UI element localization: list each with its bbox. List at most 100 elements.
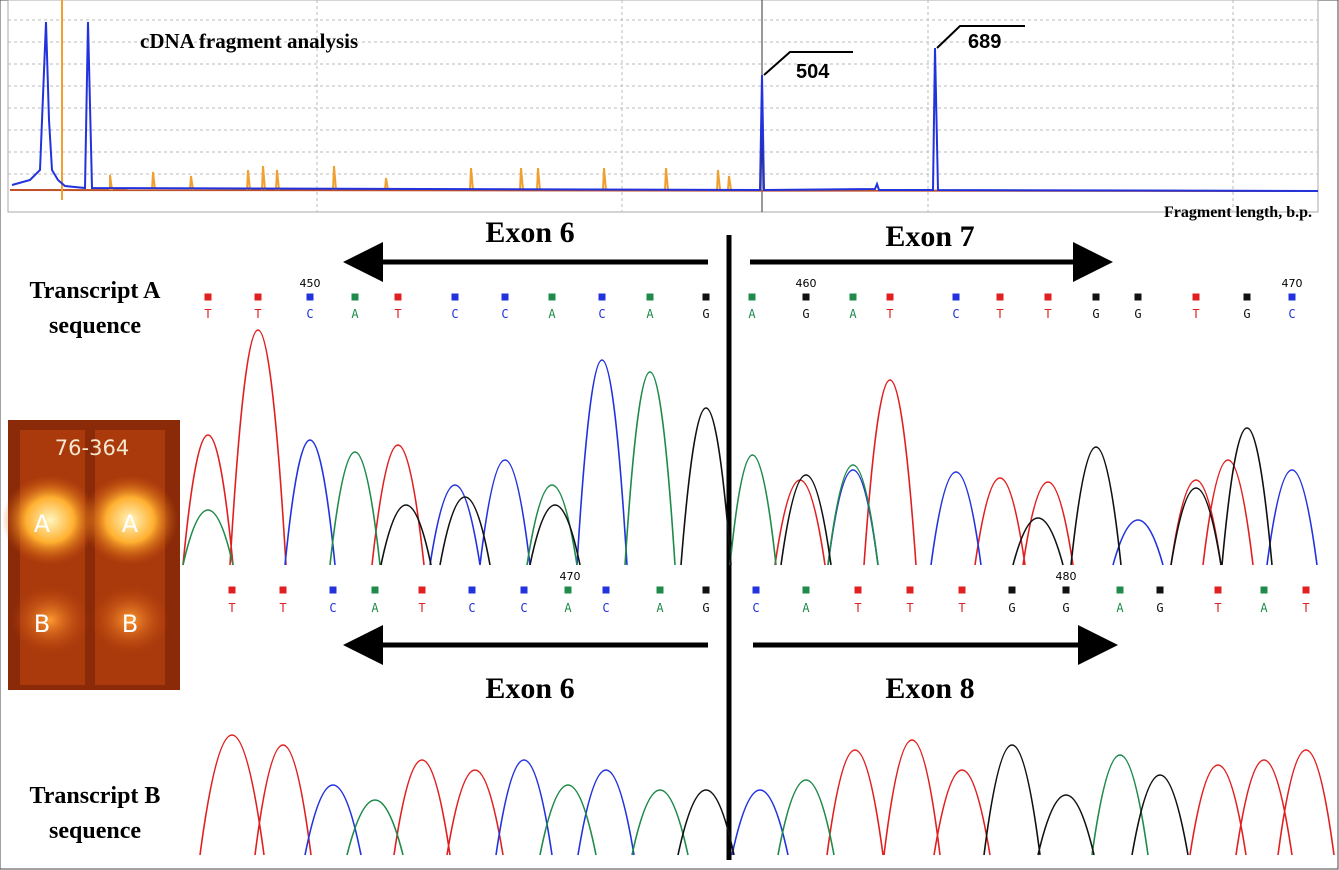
- base-marker: [372, 587, 378, 593]
- base-call: G: [802, 307, 809, 321]
- track-label: Transcript B: [30, 783, 161, 809]
- base-marker: [205, 294, 211, 300]
- base-call: T: [996, 307, 1003, 321]
- base-call: A: [548, 307, 556, 321]
- track-label: sequence: [49, 313, 141, 339]
- base-call: G: [1134, 307, 1141, 321]
- panel-title: cDNA fragment analysis: [140, 29, 358, 53]
- base-call: C: [1288, 307, 1295, 321]
- base-marker: [419, 587, 425, 593]
- base-marker: [647, 294, 653, 300]
- figure: cDNA fragment analysis 504 689 Fragment …: [0, 0, 1339, 870]
- base-marker: [850, 294, 856, 300]
- base-marker: [953, 294, 959, 300]
- base-marker: [803, 294, 809, 300]
- base-call: T: [228, 601, 235, 615]
- base-call: A: [564, 601, 572, 615]
- base-call: A: [351, 307, 359, 321]
- base-call: C: [451, 307, 458, 321]
- base-marker: [599, 294, 605, 300]
- base-call: C: [501, 307, 508, 321]
- base-marker: [1009, 587, 1015, 593]
- chromatogram-a: [183, 330, 1317, 565]
- base-marker: [1045, 294, 1051, 300]
- base-call: T: [854, 601, 861, 615]
- lane-label: A: [34, 510, 51, 538]
- base-marker: [352, 294, 358, 300]
- base-call: G: [1243, 307, 1250, 321]
- base-call: C: [306, 307, 313, 321]
- base-call: A: [748, 307, 756, 321]
- base-call: C: [602, 601, 609, 615]
- base-marker: [1135, 294, 1141, 300]
- gel-image: 76-364 A B A B: [2, 420, 180, 690]
- base-marker: [887, 294, 893, 300]
- base-call: T: [204, 307, 211, 321]
- base-call: C: [468, 601, 475, 615]
- position-label: 480: [1056, 570, 1077, 583]
- base-call: A: [849, 307, 857, 321]
- base-call: G: [1062, 601, 1069, 615]
- position-label: 470: [560, 570, 581, 583]
- base-marker: [753, 587, 759, 593]
- base-marker: [1093, 294, 1099, 300]
- base-marker: [280, 587, 286, 593]
- base-marker: [803, 587, 809, 593]
- position-label: 460: [796, 277, 817, 290]
- base-marker: [603, 587, 609, 593]
- gel-label: 76-364: [55, 436, 129, 460]
- base-call: T: [1192, 307, 1199, 321]
- base-call: T: [958, 601, 965, 615]
- position-label: 470: [1282, 277, 1303, 290]
- base-call: C: [520, 601, 527, 615]
- base-call: T: [1302, 601, 1309, 615]
- base-call: C: [598, 307, 605, 321]
- lane-label: B: [122, 610, 138, 638]
- chromatogram-b: [200, 735, 1334, 855]
- base-marker: [1261, 587, 1267, 593]
- axis-label: Fragment length, b.p.: [1164, 204, 1312, 221]
- lane-label: A: [122, 510, 139, 538]
- base-call: A: [802, 601, 810, 615]
- exon-label: Exon 8: [885, 672, 974, 705]
- base-marker: [855, 587, 861, 593]
- exon-label: Exon 6: [485, 216, 574, 249]
- base-marker: [452, 294, 458, 300]
- base-marker: [229, 587, 235, 593]
- base-marker: [549, 294, 555, 300]
- base-marker: [565, 587, 571, 593]
- base-calls: TTCATCCACAGAGATCTTGGTGCTTCATCCACAGCATTTG…: [204, 294, 1309, 615]
- base-marker: [749, 294, 755, 300]
- base-marker: [997, 294, 1003, 300]
- base-call: T: [418, 601, 425, 615]
- peak-label: 504: [796, 61, 830, 83]
- base-call: T: [279, 601, 286, 615]
- base-marker: [469, 587, 475, 593]
- base-marker: [521, 587, 527, 593]
- base-marker: [1193, 294, 1199, 300]
- base-call: C: [329, 601, 336, 615]
- peak-label: 689: [968, 31, 1001, 53]
- base-call: A: [1260, 601, 1268, 615]
- base-call: G: [702, 601, 709, 615]
- base-marker: [1215, 587, 1221, 593]
- base-call: A: [656, 601, 664, 615]
- base-call: T: [886, 307, 893, 321]
- base-call: A: [371, 601, 379, 615]
- base-marker: [657, 587, 663, 593]
- lane-label: B: [34, 610, 50, 638]
- base-marker: [1157, 587, 1163, 593]
- base-marker: [1289, 294, 1295, 300]
- base-marker: [1244, 294, 1250, 300]
- fragment-panel: cDNA fragment analysis 504 689 Fragment …: [8, 0, 1318, 221]
- exon-label: Exon 6: [485, 672, 574, 705]
- base-call: C: [952, 307, 959, 321]
- base-call: G: [1008, 601, 1015, 615]
- base-marker: [502, 294, 508, 300]
- base-call: G: [1092, 307, 1099, 321]
- base-marker: [395, 294, 401, 300]
- base-call: T: [906, 601, 913, 615]
- base-marker: [703, 587, 709, 593]
- base-marker: [907, 587, 913, 593]
- base-marker: [703, 294, 709, 300]
